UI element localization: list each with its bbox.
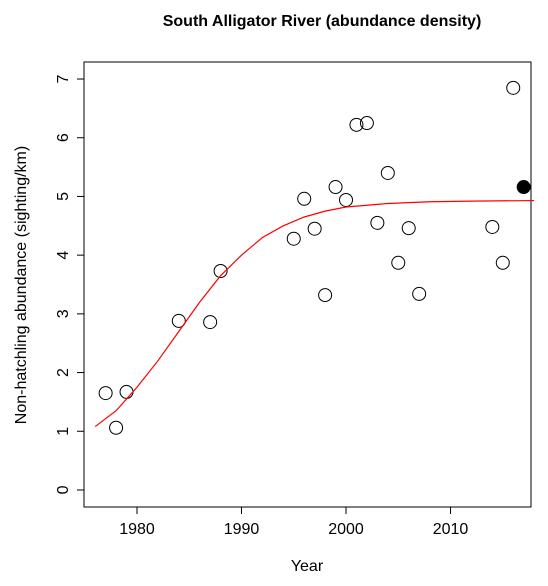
data-point <box>203 315 218 330</box>
y-tick-label: 3 <box>55 309 72 318</box>
data-point <box>109 420 124 435</box>
data-point <box>98 386 113 401</box>
y-tick-label: 6 <box>55 133 72 142</box>
data-point <box>485 219 500 234</box>
data-point <box>495 255 510 270</box>
data-point <box>307 221 322 236</box>
data-point <box>349 117 364 132</box>
data-point <box>412 286 427 301</box>
data-point <box>213 263 228 278</box>
data-point <box>359 116 374 131</box>
data-point <box>391 255 406 270</box>
data-point <box>339 192 354 207</box>
y-tick-label: 2 <box>55 368 72 377</box>
y-axis-label: Non-hatchling abundance (sighting/km) <box>13 146 30 424</box>
y-tick-label: 5 <box>55 192 72 201</box>
y-tick-label: 4 <box>55 251 72 260</box>
data-point <box>380 165 395 180</box>
x-tick-label: 2010 <box>433 521 469 538</box>
y-tick-label: 1 <box>55 427 72 436</box>
data-point <box>328 180 343 195</box>
x-tick-label: 2000 <box>328 521 364 538</box>
data-point <box>119 384 134 399</box>
data-point <box>318 288 333 303</box>
data-point <box>297 191 312 206</box>
data-point <box>370 215 385 230</box>
x-tick-label: 1990 <box>224 521 260 538</box>
fit-line <box>94 199 535 428</box>
y-tick-label: 0 <box>55 485 72 494</box>
chart-title: South Alligator River (abundance density… <box>163 13 482 30</box>
plot-frame <box>83 61 532 508</box>
data-point <box>171 313 186 328</box>
x-tick-label: 1980 <box>119 521 155 538</box>
data-point <box>286 231 301 246</box>
y-tick-label: 7 <box>55 74 72 83</box>
data-point <box>401 221 416 236</box>
data-point <box>506 80 521 95</box>
x-axis-label: Year <box>291 558 324 575</box>
data-point <box>516 180 531 195</box>
